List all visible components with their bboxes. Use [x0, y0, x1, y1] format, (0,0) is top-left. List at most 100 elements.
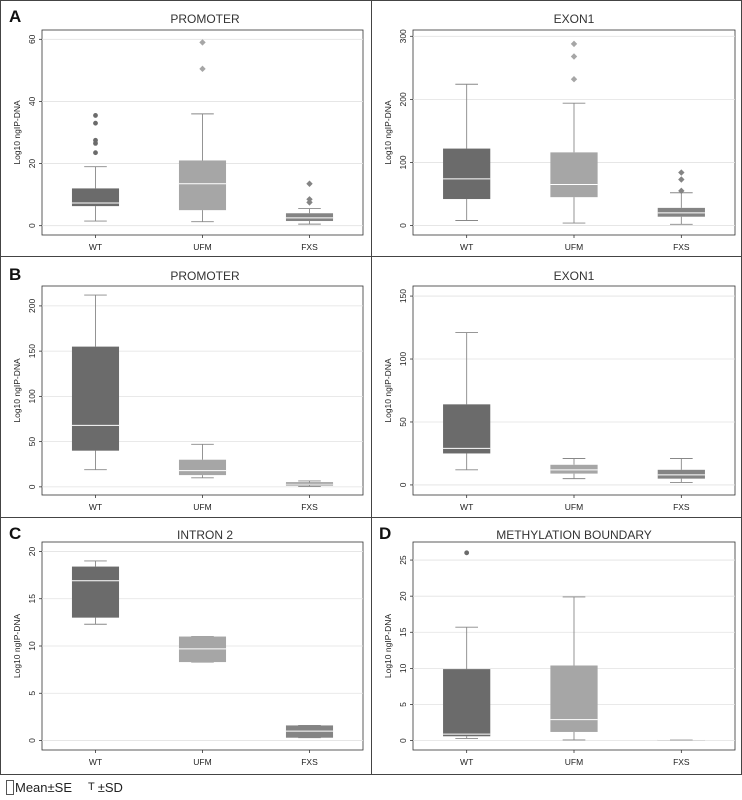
- y-tick-label: 25: [398, 555, 408, 565]
- box-wt: [443, 669, 491, 737]
- box-wt: [443, 404, 491, 454]
- box-ufm: [550, 152, 598, 198]
- y-tick-label: 40: [27, 96, 37, 106]
- box-ufm: [178, 160, 227, 211]
- category-label: UFM: [193, 502, 211, 512]
- outlier-point: [570, 76, 578, 83]
- category-label: WT: [89, 242, 102, 252]
- box-ufm: [550, 665, 598, 732]
- panel-letter: D: [379, 524, 391, 543]
- y-tick-label: 10: [398, 663, 408, 673]
- chart-2: 0 100 200 300 Log10 ngIP-DNA EXON1 WT UFM FXS: [383, 12, 736, 252]
- category-label: UFM: [565, 242, 583, 252]
- panel-letter: A: [9, 7, 21, 26]
- chart-1: 0 20 40 60 Log10 ngIP-DNA PROMOTER A WT UFM FXS: [9, 7, 364, 252]
- y-tick-label: 200: [27, 299, 37, 313]
- box-wt: [443, 148, 491, 200]
- category-label: FXS: [301, 502, 318, 512]
- outlier-point: [199, 39, 206, 46]
- outlier-point: [570, 53, 578, 60]
- box-fxs: [285, 213, 334, 222]
- charts: 0 20 40 60 Log10 ngIP-DNA PROMOTER A WT UFM FXS 0 1…: [9, 7, 736, 767]
- category-label: WT: [460, 242, 473, 252]
- box-fxs: [657, 207, 705, 217]
- y-axis-title: Log10 ngIP-DNA: [12, 100, 22, 165]
- panel-letter: C: [9, 524, 21, 543]
- chart-4: 0 50 100 150 Log10 ngIP-DNA EXON1 WT UFM FXS: [383, 269, 736, 512]
- y-tick-label: 150: [27, 344, 37, 358]
- category-label: UFM: [193, 757, 211, 767]
- outlier-point: [464, 550, 470, 556]
- outlier-point: [93, 113, 98, 118]
- category-label: FXS: [673, 757, 690, 767]
- y-axis-title: Log10 ngIP-DNA: [12, 614, 22, 679]
- category-label: UFM: [565, 502, 583, 512]
- y-tick-label: 60: [27, 34, 37, 44]
- outlier-point: [93, 150, 98, 156]
- y-tick-label: 0: [27, 484, 37, 489]
- y-tick-label: 20: [27, 159, 37, 169]
- y-tick-label: 20: [398, 591, 408, 601]
- category-label: FXS: [673, 242, 690, 252]
- chart-3: 0 50 100 150 200 Log10 ngIP-DNA PROMOTER B WT UFM…: [9, 265, 364, 512]
- y-tick-label: 0: [27, 223, 37, 228]
- category-label: UFM: [193, 242, 211, 252]
- chart-title: METHYLATION BOUNDARY: [496, 528, 652, 542]
- box-fxs: [657, 469, 705, 479]
- y-axis-title: Log10 ngIP-DNA: [383, 614, 393, 679]
- y-tick-label: 0: [398, 738, 408, 743]
- outlier-point: [570, 40, 578, 48]
- outlier-point: [306, 196, 313, 203]
- category-label: WT: [89, 502, 102, 512]
- y-tick-label: 0: [398, 482, 408, 487]
- box-wt: [71, 346, 120, 451]
- category-label: WT: [460, 757, 473, 767]
- chart-5: 0 5 10 15 20 Log10 ngIP-DNA INTRON 2 C WT UFM FXS: [9, 524, 364, 767]
- y-tick-label: 20: [27, 546, 37, 556]
- y-tick-label: 50: [398, 417, 408, 427]
- outlier-point: [199, 65, 206, 73]
- box-wt: [71, 566, 120, 618]
- category-label: FXS: [301, 757, 318, 767]
- outlier-point: [678, 169, 685, 176]
- y-tick-label: 5: [398, 702, 408, 707]
- y-axis-title: Log10 ngIP-DNA: [383, 358, 393, 423]
- chart-title: PROMOTER: [170, 12, 240, 26]
- y-tick-label: 300: [398, 29, 408, 43]
- y-tick-label: 100: [398, 155, 408, 169]
- outlier-point: [678, 187, 685, 195]
- y-axis-title: Log10 ngIP-DNA: [12, 358, 22, 423]
- y-tick-label: 50: [27, 437, 37, 447]
- y-tick-label: 5: [27, 691, 37, 696]
- box-ufm: [178, 459, 227, 476]
- y-tick-label: 15: [27, 594, 37, 604]
- chart-title: PROMOTER: [170, 269, 240, 283]
- legend: Mean±SE T ±SD: [6, 778, 123, 796]
- box-ufm: [550, 464, 598, 474]
- panel-letter: B: [9, 265, 21, 284]
- category-label: WT: [460, 502, 473, 512]
- y-tick-label: 150: [398, 289, 408, 303]
- outlier-point: [93, 137, 98, 143]
- chart-title: EXON1: [554, 269, 595, 283]
- legend-whisker-label: ±SD: [97, 779, 123, 795]
- y-tick-label: 15: [398, 627, 408, 637]
- category-label: WT: [89, 757, 102, 767]
- legend-box-label: Mean±SE: [15, 779, 72, 795]
- outlier-point: [306, 180, 313, 187]
- legend-box-swatch: [6, 779, 14, 795]
- y-tick-label: 100: [398, 352, 408, 366]
- y-tick-label: 100: [27, 389, 37, 403]
- box-wt: [71, 188, 120, 207]
- chart-title: INTRON 2: [177, 528, 233, 542]
- category-label: FXS: [673, 502, 690, 512]
- y-tick-label: 10: [27, 641, 37, 651]
- y-axis-title: Log10 ngIP-DNA: [383, 100, 393, 165]
- outlier-point: [93, 120, 98, 126]
- category-label: UFM: [565, 757, 583, 767]
- chart-6: 0 5 10 15 20 25 Log10 ngIP-DNA METHYLATION BOUN…: [379, 524, 736, 767]
- outlier-point: [678, 176, 685, 183]
- y-tick-label: 0: [27, 738, 37, 743]
- y-tick-label: 200: [398, 92, 408, 106]
